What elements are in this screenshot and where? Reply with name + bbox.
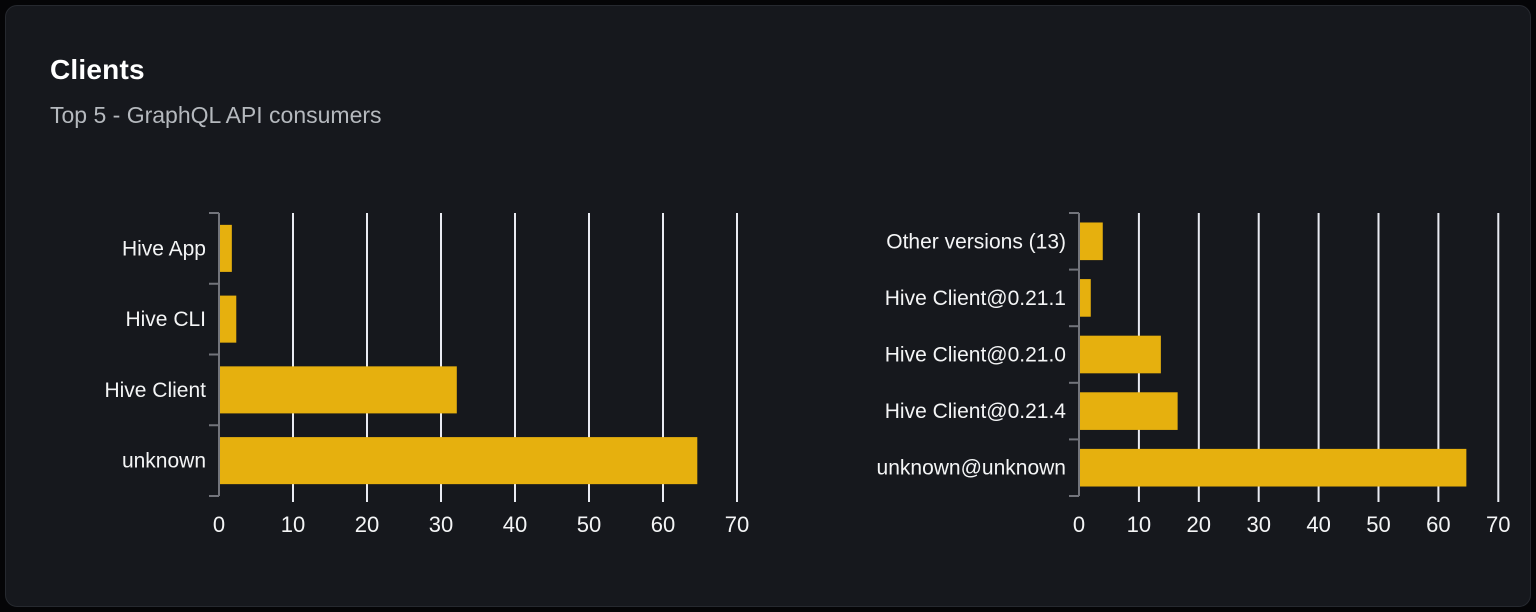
- category-label: Hive Client@0.21.0: [885, 344, 1066, 367]
- bar[interactable]: [1080, 279, 1091, 317]
- bar[interactable]: [1080, 222, 1103, 261]
- bar[interactable]: [1080, 335, 1161, 374]
- x-tick-label: 10: [281, 512, 305, 537]
- client-versions-bar-chart: Other versions (13) Hive Client@0.21.1 Hiv…: [877, 212, 1511, 537]
- category-label: Hive Client: [104, 379, 206, 402]
- x-tick-label: 70: [1486, 512, 1510, 537]
- bar[interactable]: [220, 437, 698, 485]
- x-tick-label: 20: [1187, 512, 1211, 537]
- x-tick-label: 20: [355, 512, 379, 537]
- card-title: Clients: [50, 54, 145, 85]
- x-tick-label: 60: [1426, 512, 1450, 537]
- x-tick-label: 0: [1073, 512, 1085, 537]
- category-label: Hive Client@0.21.4: [885, 400, 1067, 423]
- x-tick-label: 60: [651, 512, 675, 537]
- clients-bar-chart: Hive App Hive CLI Hive Client unknown 0 10 20 3…: [104, 212, 749, 537]
- category-label: Hive App: [122, 237, 206, 260]
- bar[interactable]: [220, 295, 237, 343]
- clients-card: Clients Top 5 - GraphQL API consumers Hi…: [5, 5, 1531, 607]
- bar[interactable]: [1080, 448, 1467, 487]
- x-tick-label: 30: [429, 512, 453, 537]
- x-tick-label: 40: [1306, 512, 1330, 537]
- x-tick-label: 40: [503, 512, 527, 537]
- x-tick-label: 30: [1246, 512, 1270, 537]
- bar[interactable]: [220, 224, 232, 272]
- category-label: Hive CLI: [125, 308, 206, 331]
- card-subtitle: Top 5 - GraphQL API consumers: [50, 102, 382, 128]
- x-tick-label: 10: [1127, 512, 1151, 537]
- bar[interactable]: [220, 366, 457, 414]
- category-label: unknown: [122, 450, 206, 473]
- x-tick-label: 0: [213, 512, 225, 537]
- x-tick-label: 70: [725, 512, 749, 537]
- category-label: Other versions (13): [886, 230, 1066, 253]
- category-label: unknown@unknown: [877, 457, 1066, 480]
- x-tick-label: 50: [577, 512, 601, 537]
- x-tick-label: 50: [1366, 512, 1390, 537]
- category-label: Hive Client@0.21.1: [885, 287, 1066, 310]
- bar[interactable]: [1080, 392, 1178, 430]
